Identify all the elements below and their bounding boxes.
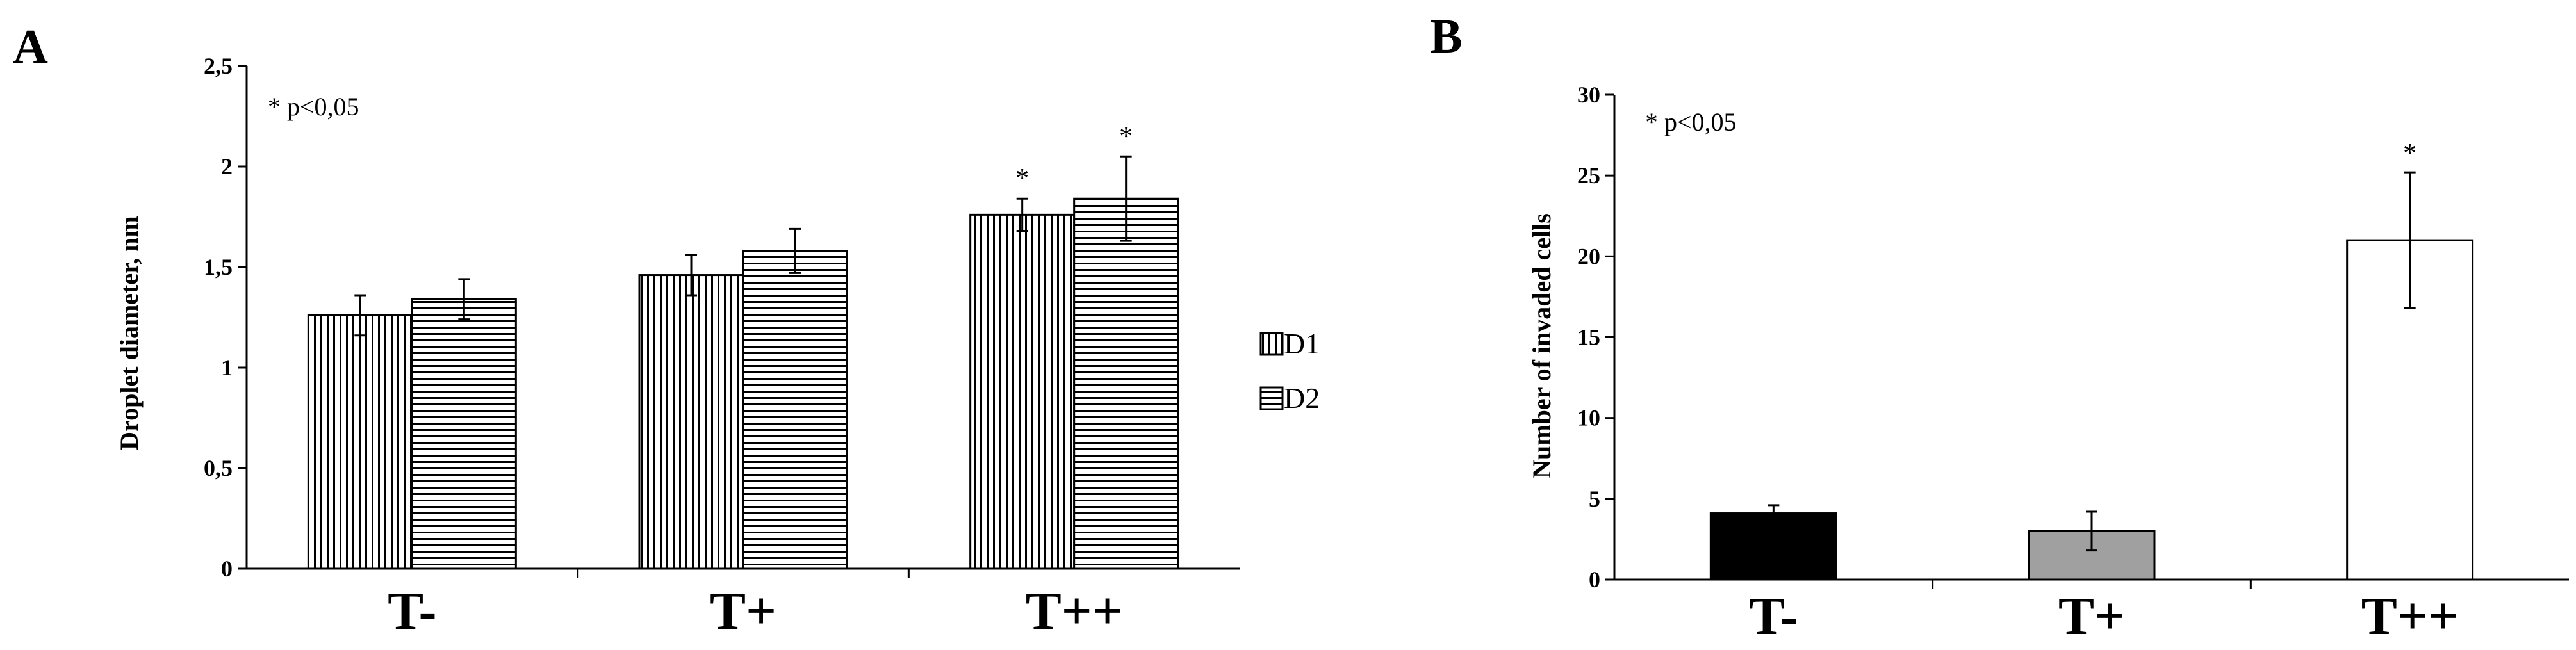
panel-b-category-label: T+: [2058, 587, 2125, 646]
panel-b-category-labels: T- T+ T++: [1749, 587, 2458, 646]
bar-d2-tplusplus: [1073, 197, 1179, 570]
panel-b-tick-label: 25: [1577, 163, 1600, 188]
significance-star: *: [1119, 122, 1133, 151]
panel-a: A Droplet diameter, nm * p<0,05 0 0,5 1 1,5…: [13, 20, 1320, 641]
panel-b-tick-label: 15: [1577, 325, 1600, 350]
panel-b-y-ticks: 0 5 10 15 20 25 30: [1577, 82, 1614, 592]
panel-b-category-label: T-: [1749, 587, 1798, 646]
panel-b-significance-note: * p<0,05: [1645, 108, 1737, 136]
panel-a-tick-label: 0,5: [204, 455, 233, 481]
panel-b: B Number of invaded cells * p<0,05 0 5 10 1…: [1430, 10, 2569, 646]
error-bar-b-0: [1768, 504, 1780, 523]
panel-b-y-axis-label: Number of invaded cells: [1527, 213, 1556, 478]
bar-d1-tplusplus: [969, 213, 1076, 570]
panel-a-category-labels: T- T+ T++: [388, 581, 1122, 641]
panel-a-letter: A: [13, 20, 48, 74]
panel-b-letter: B: [1430, 10, 1463, 63]
panel-b-axes: [1613, 95, 2569, 589]
bar-d2-tminus: [411, 298, 517, 570]
error-bar-d2-0: [458, 278, 470, 321]
panel-a-bars: **: [307, 122, 1179, 570]
error-bar-d2-2: [1120, 155, 1132, 242]
panel-a-tick-label: 0: [221, 556, 233, 581]
panel-a-significance-note: * p<0,05: [268, 92, 359, 121]
panel-a-tick-label: 2: [221, 154, 233, 179]
panel-a-y-ticks: 0 0,5 1 1,5 2 2,5: [204, 53, 247, 581]
error-bar-d1-0: [354, 294, 366, 337]
error-bar-d1-2: [1016, 197, 1028, 232]
bar-tminus: [1709, 512, 1837, 581]
error-bar-d2-1: [789, 227, 801, 274]
significance-star: *: [2403, 139, 2416, 168]
error-bar-b-1: [2086, 510, 2097, 552]
panel-b-tick-label: 20: [1577, 243, 1600, 269]
panel-b-tick-label: 0: [1589, 567, 1600, 592]
panel-b-category-label: T++: [2361, 587, 2459, 646]
legend-label-d1: D1: [1284, 327, 1320, 360]
error-bar-b-2: [2404, 171, 2416, 309]
bar-d1-tplus: [638, 274, 744, 570]
panel-a-category-label: T+: [710, 581, 776, 641]
panel-a-tick-label: 2,5: [204, 53, 233, 79]
panel-b-tick-label: 30: [1577, 82, 1600, 108]
bar-d2-tplus: [742, 250, 848, 570]
panel-a-tick-label: 1: [221, 355, 233, 380]
panel-a-y-axis-label: Droplet diameter, nm: [115, 216, 144, 450]
legend-label-d2: D2: [1284, 382, 1320, 414]
error-bar-d1-1: [685, 254, 697, 297]
legend-swatch-d2: [1259, 386, 1284, 410]
significance-star: *: [1015, 164, 1029, 193]
panel-b-tick-label: 10: [1577, 405, 1600, 431]
panel-a-legend: D1 D2: [1259, 327, 1320, 414]
panel-a-category-label: T++: [1026, 581, 1123, 641]
legend-swatch-d1: [1259, 332, 1284, 356]
panel-b-bars: *: [1709, 139, 2474, 581]
panel-b-tick-label: 5: [1589, 486, 1600, 512]
bar-d1-tminus: [307, 314, 413, 570]
panel-a-axes: [245, 66, 1240, 578]
panel-a-tick-label: 1,5: [204, 254, 233, 280]
panel-a-category-label: T-: [388, 581, 436, 641]
